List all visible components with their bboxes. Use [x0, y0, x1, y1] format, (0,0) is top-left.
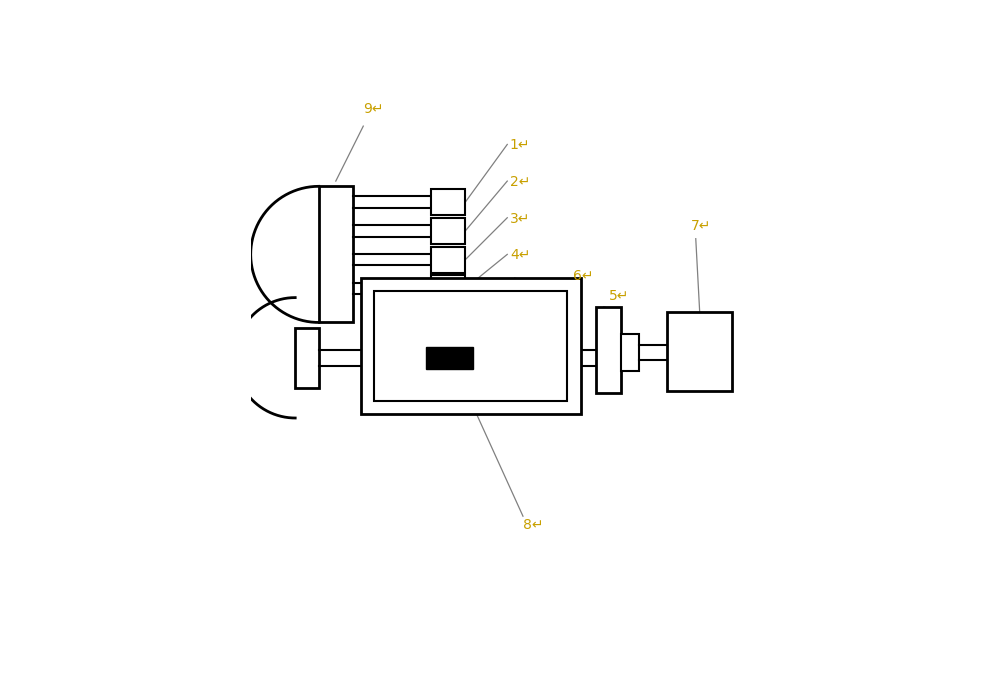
- Bar: [621, 335, 639, 371]
- Bar: [667, 312, 732, 390]
- Text: 2↵: 2↵: [510, 175, 530, 189]
- Text: 7↵: 7↵: [691, 220, 711, 233]
- Text: 8↵: 8↵: [523, 518, 543, 532]
- Bar: [295, 328, 319, 388]
- Text: 4↵: 4↵: [510, 248, 530, 262]
- Text: 5↵: 5↵: [609, 288, 630, 303]
- Bar: [374, 291, 567, 401]
- Bar: [596, 307, 621, 393]
- Text: 6↵: 6↵: [573, 269, 593, 283]
- Bar: [431, 275, 465, 301]
- Bar: [431, 218, 465, 244]
- Text: 9↵: 9↵: [363, 101, 384, 116]
- Bar: [431, 189, 465, 215]
- Bar: [426, 347, 473, 369]
- Bar: [361, 278, 581, 414]
- Bar: [319, 186, 353, 322]
- Text: 1↵: 1↵: [510, 138, 530, 152]
- Text: 3↵: 3↵: [510, 211, 530, 226]
- Bar: [431, 247, 465, 273]
